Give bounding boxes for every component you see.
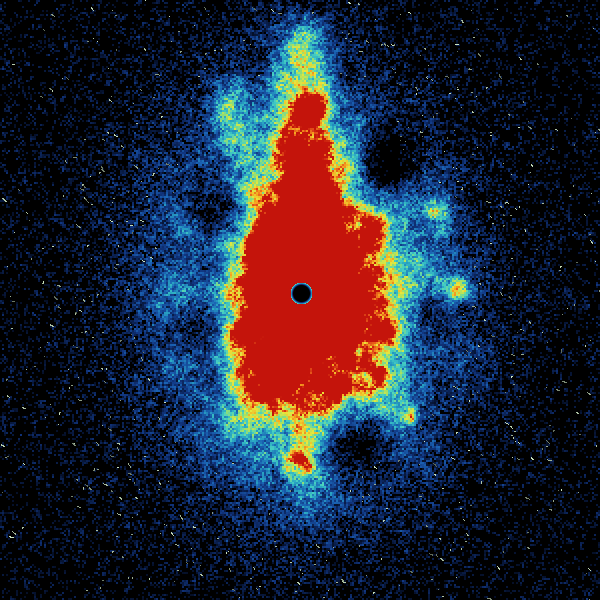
image-viewport — [0, 0, 600, 600]
astronomical-intensity-map-canvas — [0, 0, 600, 600]
